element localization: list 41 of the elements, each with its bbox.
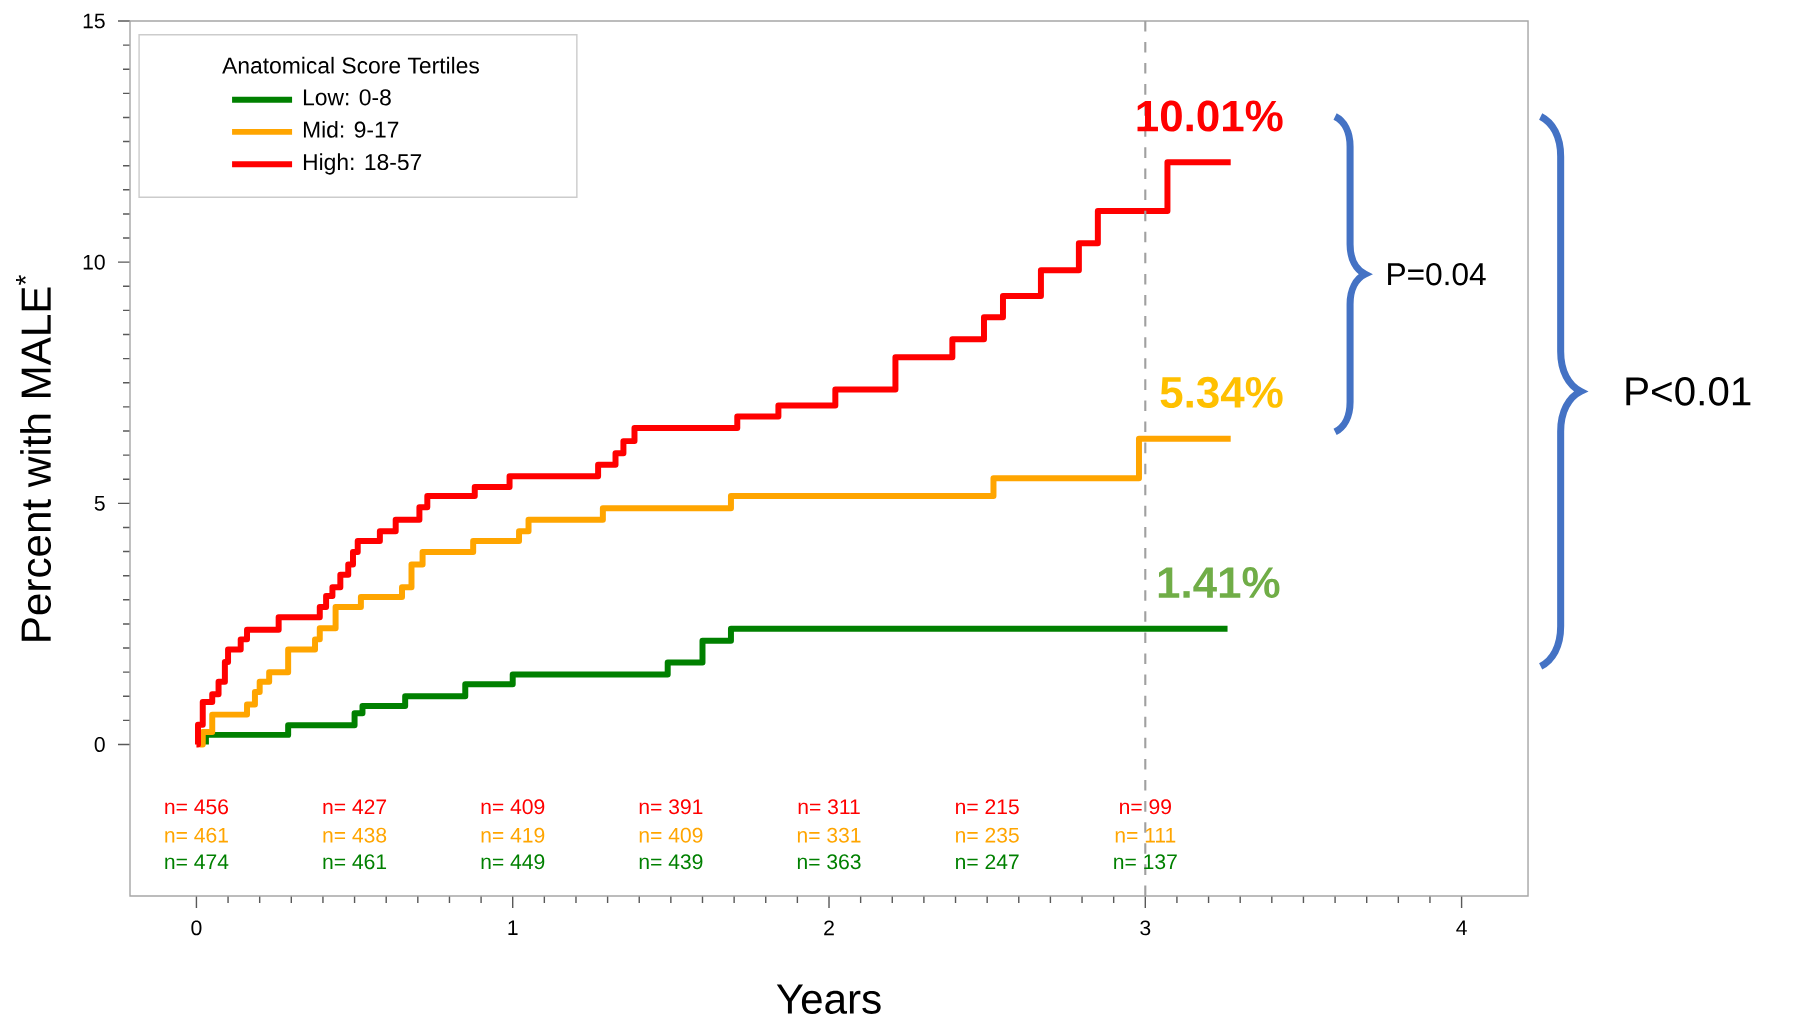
annotation: n= 215 bbox=[955, 799, 1019, 815]
annotation: n= 111 bbox=[1115, 827, 1176, 843]
x-tick-label: 3 bbox=[1140, 920, 1151, 936]
annotation: n= 235 bbox=[955, 827, 1019, 843]
annotation: n= 439 bbox=[639, 854, 703, 870]
x-tick-label: 1 bbox=[508, 920, 518, 935]
legend-label: Mid: 9-17 bbox=[303, 120, 399, 138]
annotation: n= 363 bbox=[797, 854, 861, 870]
annotation: n= 99 bbox=[1120, 799, 1171, 815]
annotation: n= 461 bbox=[323, 854, 387, 870]
text: P<0.01 bbox=[1626, 377, 1751, 406]
annotation: P=0.04 bbox=[1388, 263, 1486, 286]
legend-label: Low: 0-8 bbox=[303, 89, 391, 106]
annotation: n= 419 bbox=[481, 827, 545, 843]
annotation: n= 449 bbox=[481, 854, 545, 870]
legend-label: High: 18-57 bbox=[303, 153, 422, 175]
annotation: 5.34% bbox=[1160, 376, 1283, 408]
annotation: n= 331 bbox=[797, 827, 861, 843]
y-tick-label: 5 bbox=[94, 496, 105, 511]
annotation: n= 311 bbox=[798, 799, 860, 815]
annotation: n= 474 bbox=[165, 854, 229, 869]
annotation: n= 391 bbox=[639, 799, 703, 815]
annotation: n= 247 bbox=[955, 854, 1019, 870]
annotation: 1.41% bbox=[1158, 567, 1280, 599]
x-tick-label: 4 bbox=[1456, 920, 1467, 935]
annotation: n= 137 bbox=[1114, 854, 1177, 870]
y-tick-label: 0 bbox=[94, 737, 105, 752]
annotation: n= 438 bbox=[323, 827, 387, 843]
annotation: n= 461 bbox=[165, 827, 228, 843]
x-tick-label: 2 bbox=[824, 920, 834, 936]
annotation: n= 456 bbox=[165, 799, 229, 815]
y-axis-title: Percent with MALE$^{*}$ bbox=[16, 274, 52, 641]
annotation: n= 409 bbox=[639, 827, 703, 843]
x-axis-title: Years bbox=[776, 984, 881, 1014]
y-tick-label: 15 bbox=[83, 13, 105, 29]
annotation: n= 427 bbox=[323, 799, 387, 815]
annotation: 10.01% bbox=[1137, 100, 1283, 132]
annotation: n= 409 bbox=[481, 799, 545, 815]
y-tick-label: 10 bbox=[83, 254, 105, 270]
legend-title: Anatomical Score Tertiles bbox=[222, 56, 479, 74]
x-tick-label: 0 bbox=[191, 920, 202, 936]
